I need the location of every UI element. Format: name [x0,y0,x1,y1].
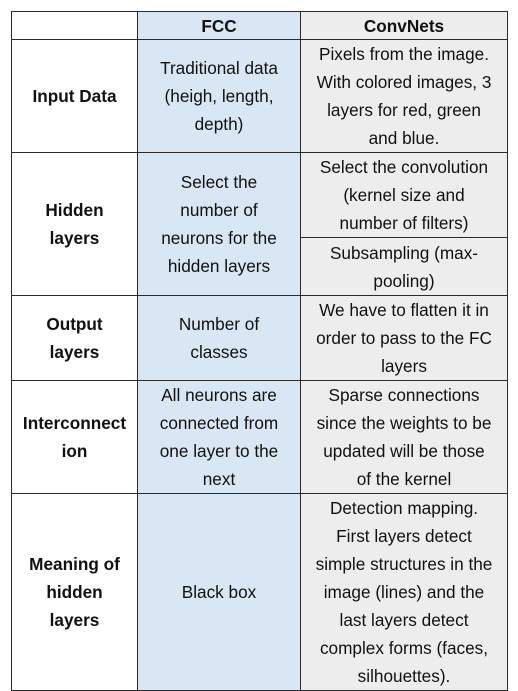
convnets-cell-input-data: Pixels from the image. With colored imag… [300,39,508,153]
convnets-cell-hidden-layers-convolution: Select the convolution (kernel size and … [300,152,508,238]
fcc-cell-text: Traditional data (heigh, length, depth) [160,58,278,134]
convnets-cell-text: Sparse connections since the weights to … [316,385,492,489]
fcc-cell-meaning-of-hidden-layers: Black box [137,493,301,691]
row-label-text: Output layers [46,314,103,362]
convnets-cell-text: Subsampling (max- pooling) [329,242,479,291]
convnets-cell-interconnection: Sparse connections since the weights to … [300,380,508,494]
convnets-cell-hidden-layers-subsampling: Subsampling (max- pooling) [300,237,508,296]
table-row-input-data: Input Data Traditional data (heigh, leng… [11,39,508,153]
row-label-text: Meaning of hidden layers [29,554,120,630]
convnets-cell-meaning-of-hidden-layers: Detection mapping. First layers detect s… [300,493,508,691]
convnets-cell-text: Select the convolution (kernel size and … [319,157,489,233]
row-label-meaning-of-hidden-layers: Meaning of hidden layers [11,493,138,691]
convnets-cell-text: Detection mapping. First layers detect s… [315,498,493,686]
table-row-interconnection: Interconnect ion All neurons are connect… [11,380,508,494]
header-blank-cell [11,11,138,40]
fcc-cell-text: Select the number of neurons for the hid… [161,172,277,276]
table-row-output-layers: Output layers Number of classes We have … [11,295,508,381]
fcc-cell-text: Number of classes [178,314,260,362]
header-convnets: ConvNets [300,11,508,40]
fcc-cell-text: All neurons are connected from one layer… [159,385,279,489]
row-label-input-data: Input Data [11,39,138,153]
convnets-cell-text: Pixels from the image. With colored imag… [316,44,492,148]
row-label-hidden-layers: Hidden layers [11,152,138,296]
fcc-cell-output-layers: Number of classes [137,295,301,381]
row-label-text: Input Data [32,86,117,106]
table-row-meaning-of-hidden-layers: Meaning of hidden layers Black box Detec… [11,493,508,691]
row-label-text: Interconnect ion [22,413,127,461]
row-label-output-layers: Output layers [11,295,138,381]
row-label-interconnection: Interconnect ion [11,380,138,494]
fcc-cell-hidden-layers: Select the number of neurons for the hid… [137,152,301,296]
header-fcc: FCC [137,11,301,40]
fcc-cell-input-data: Traditional data (heigh, length, depth) [137,39,301,153]
header-row: FCC ConvNets [11,11,508,40]
comparison-table: FCC ConvNets Input Data Traditional data… [11,11,508,691]
fcc-cell-text: Black box [181,582,257,602]
convnets-cell-text: We have to flatten it in order to pass t… [316,300,492,376]
convnets-cell-output-layers: We have to flatten it in order to pass t… [300,295,508,381]
table-row-hidden-layers-a: Hidden layers Select the number of neuro… [11,152,508,296]
row-label-text: Hidden layers [45,200,104,248]
table-row-hidden-layers-b: Subsampling (max- pooling) [12,237,508,296]
fcc-cell-interconnection: All neurons are connected from one layer… [137,380,301,494]
